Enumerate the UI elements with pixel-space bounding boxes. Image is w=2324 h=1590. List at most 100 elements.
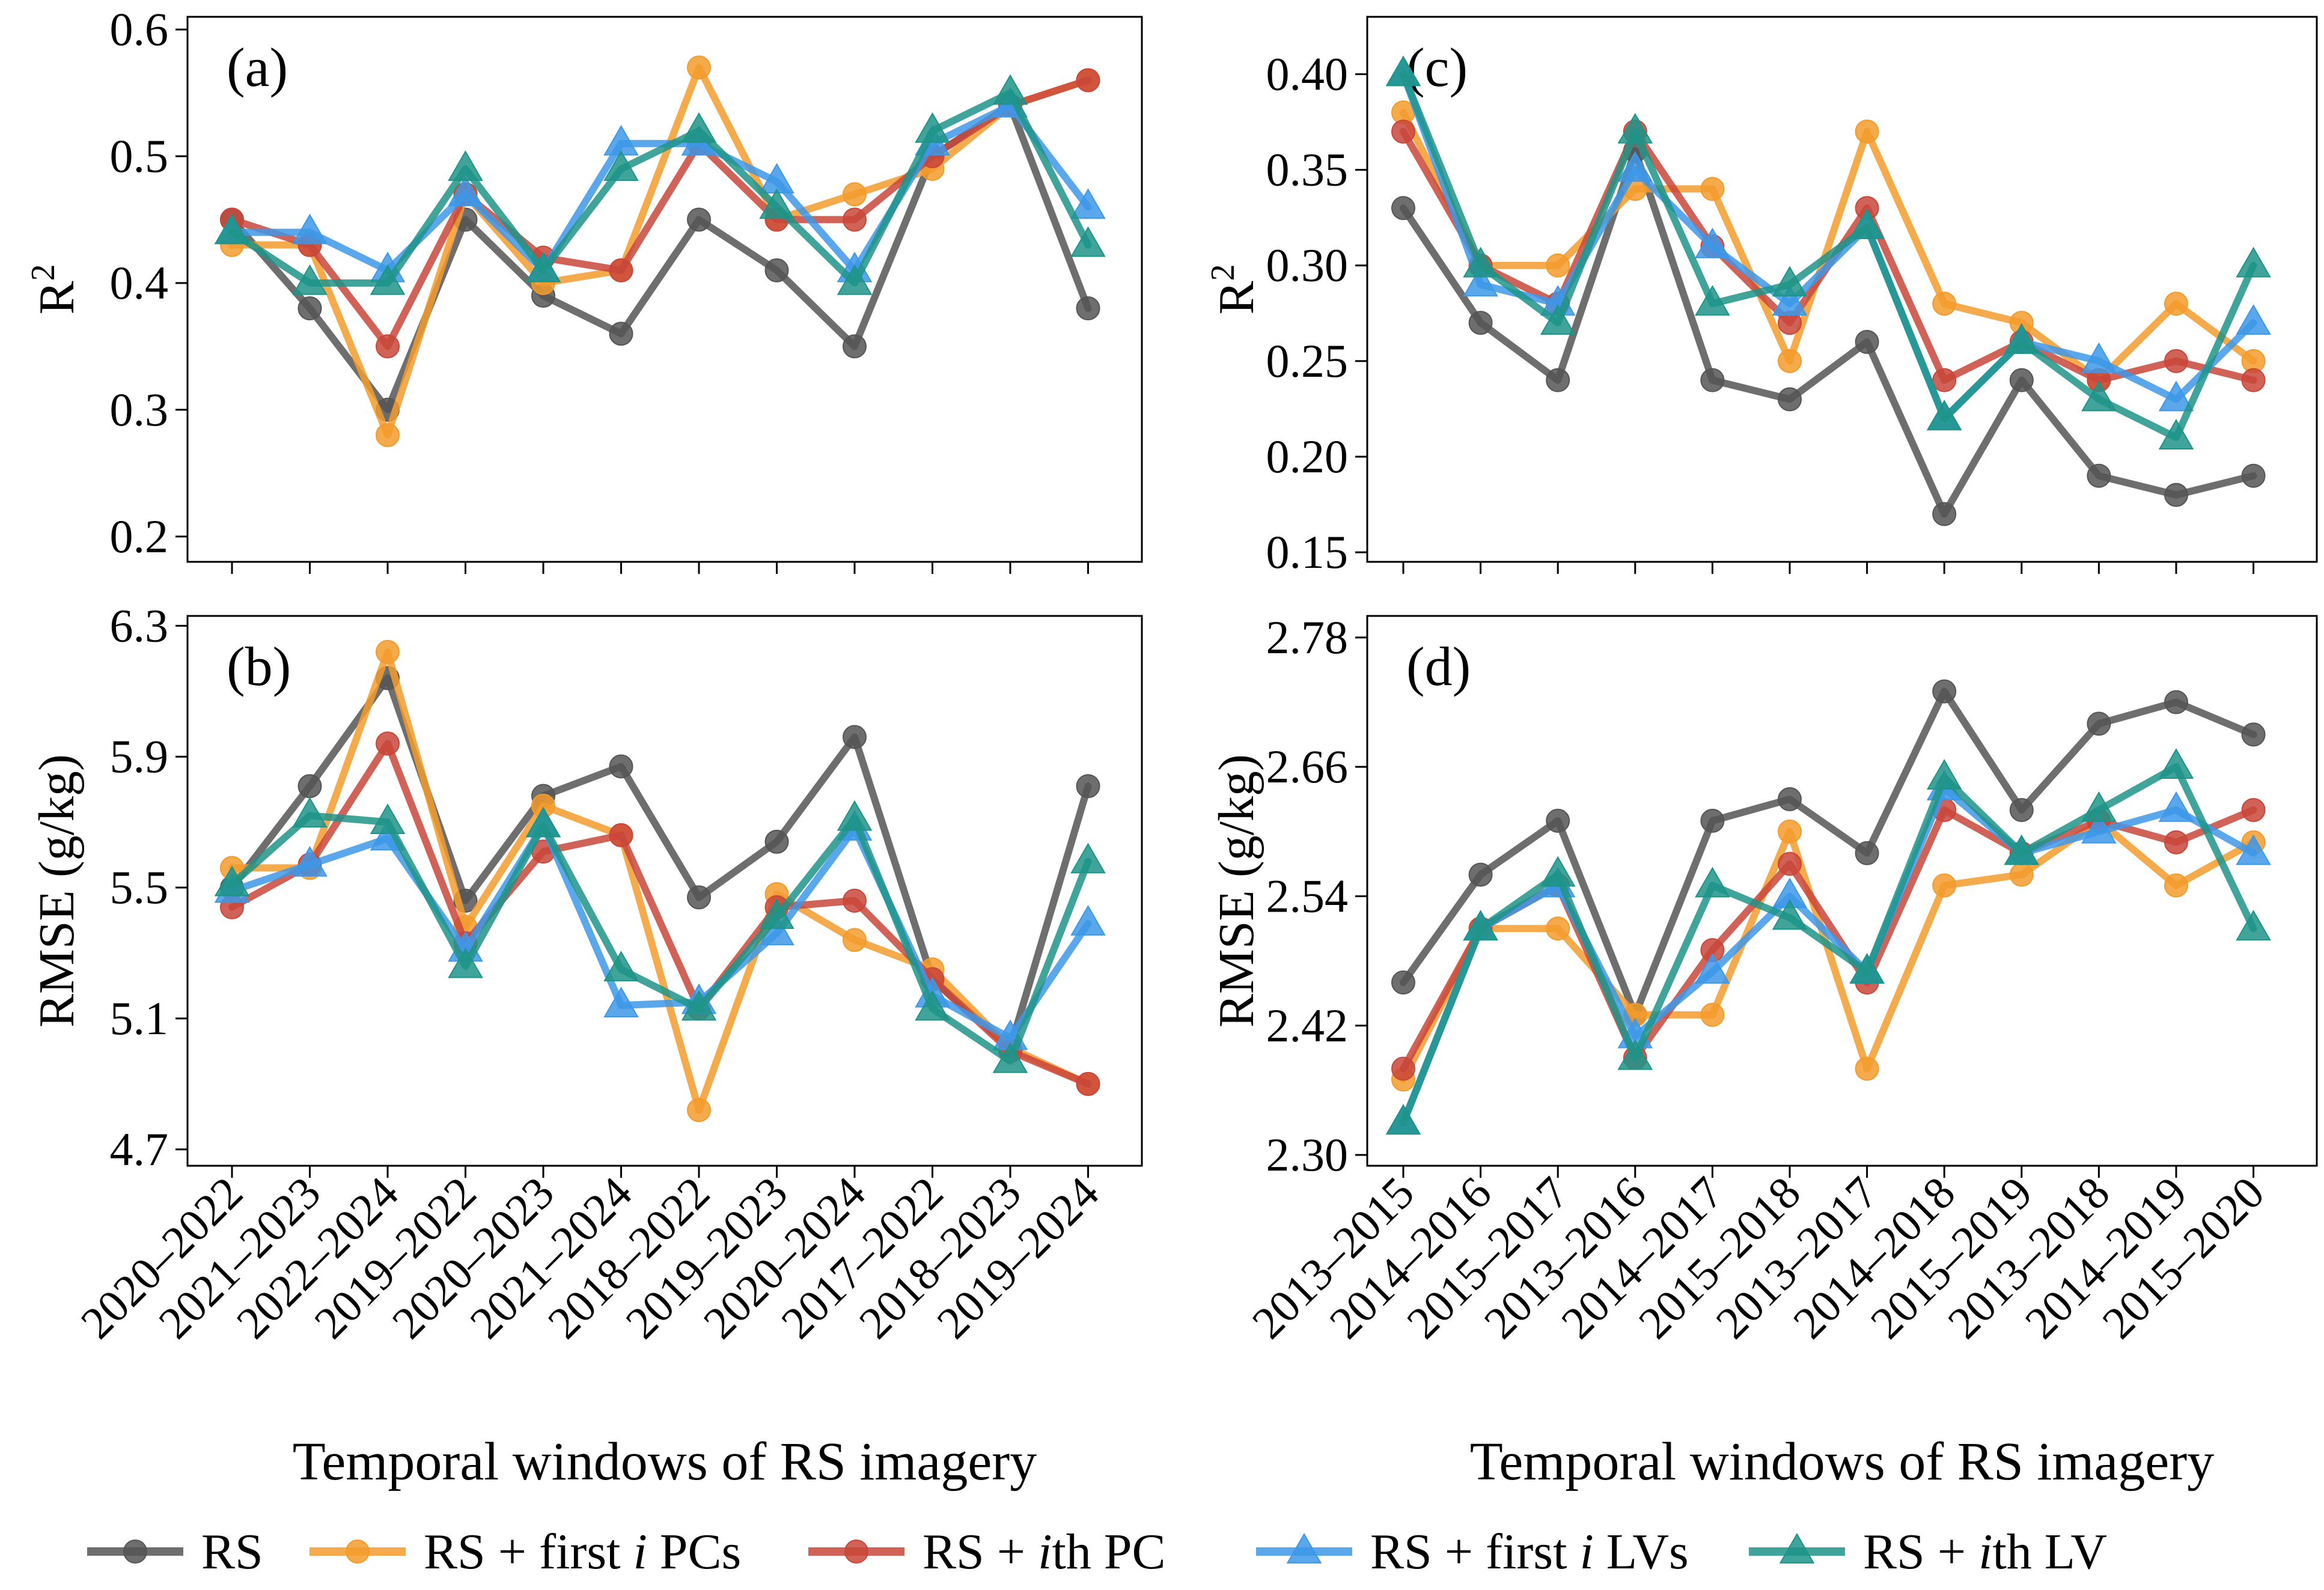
legend-marker (1779, 1532, 1815, 1564)
data-point (1772, 899, 1808, 930)
x-axis-label: Temporal windows of RS imagery (293, 1432, 1037, 1491)
data-point (2236, 834, 2271, 865)
legend-label: RS (201, 1526, 263, 1580)
data-point (2241, 797, 2266, 822)
data-point (2164, 483, 2188, 507)
data-point (2241, 463, 2266, 488)
data-point (1546, 916, 1570, 941)
data-point (681, 112, 717, 143)
data-point (1695, 867, 1730, 898)
data-point (1468, 311, 1493, 335)
data-point (1463, 266, 1498, 297)
data-point (1855, 1056, 1879, 1081)
data-point (1391, 196, 1415, 221)
data-point (915, 112, 950, 143)
data-point (1385, 1104, 1421, 1135)
plot-frame (1366, 16, 2318, 563)
y-axis-label: RMSE (g/kg) (1209, 754, 1264, 1028)
data-point (1076, 68, 1100, 93)
data-point (837, 800, 873, 831)
series-line (1400, 817, 2257, 1083)
panel-d: 2.302.422.542.662.782013–20152014–201620… (1209, 611, 2318, 1491)
data-point (609, 258, 633, 282)
data-point (1076, 296, 1100, 321)
data-point (1932, 873, 1957, 898)
legend-label-part: th LV (1992, 1526, 2107, 1580)
legend-item: RS + first i LVs (1256, 1526, 1689, 1580)
legend-item: RS + ith LV (1749, 1526, 2107, 1580)
y-tick-label: 0.15 (1266, 526, 1349, 578)
data-point (1695, 285, 1730, 316)
y-axis-label-superscript: 2 (1204, 264, 1242, 281)
data-point (2164, 291, 2188, 316)
data-point (376, 334, 400, 359)
data-point (2236, 910, 2271, 941)
data-point (681, 990, 717, 1021)
data-point (603, 951, 639, 982)
data-point (1546, 808, 1570, 833)
data-point (297, 774, 322, 799)
data-point (687, 1098, 711, 1122)
legend-label-italic: i (1579, 1526, 1593, 1580)
series-line (228, 648, 1092, 1114)
series-rs-first-i-pcs (1391, 100, 2266, 392)
series-line (1400, 687, 2257, 1019)
data-point (2164, 873, 2188, 898)
legend-item: RS + ith PC (808, 1526, 1166, 1580)
data-point (1926, 400, 1962, 431)
data-point (1385, 55, 1421, 87)
data-point (843, 888, 867, 913)
panel-c: 0.15 0.20 0.25 0.30 0.35 0.40 R2 (c) (1204, 16, 2318, 578)
data-point (2087, 711, 2111, 736)
data-point (687, 55, 711, 80)
data-point (1778, 851, 1802, 876)
data-point (214, 865, 250, 897)
y-tick-label: 0.6 (110, 3, 169, 55)
data-point (448, 150, 483, 181)
data-point (1546, 253, 1570, 278)
y-tick-label: 0.35 (1266, 144, 1349, 196)
data-point (603, 987, 639, 1017)
y-tick-label: 6.3 (110, 599, 169, 651)
data-point (2081, 380, 2117, 412)
data-point (2236, 304, 2271, 335)
y-tick-label: 0.40 (1266, 47, 1349, 100)
legend-item: RS (87, 1526, 263, 1580)
y-tick-label: 0.25 (1266, 335, 1349, 387)
series-line (228, 102, 1092, 274)
legend-marker (123, 1540, 147, 1564)
data-point (2158, 791, 2194, 822)
y-axis-label: R2 (25, 264, 85, 314)
series-line (228, 64, 1092, 439)
legend-label-part: PCs (647, 1526, 741, 1580)
data-point (297, 296, 322, 321)
data-point (1778, 819, 1802, 844)
data-point (1391, 119, 1415, 144)
data-point (1932, 502, 1957, 526)
series-line (1400, 109, 2257, 384)
data-point (1463, 246, 1498, 278)
data-point (843, 182, 867, 207)
panel-b: 4.75.15.55.96.32020–20222021–20232022–20… (29, 599, 1143, 1491)
legend-marker (346, 1540, 370, 1564)
data-point (1076, 1071, 1100, 1096)
data-point (1540, 304, 1576, 335)
data-point (1695, 953, 1730, 984)
series-rs-first-i-pcs (1391, 808, 2266, 1092)
data-point (1540, 856, 1576, 887)
data-point (1700, 808, 1725, 833)
data-point (2241, 722, 2266, 747)
data-point (1855, 841, 1879, 865)
legend-label: RS + ith PC (923, 1526, 1166, 1580)
data-point (609, 321, 633, 346)
legend-marker (1286, 1532, 1322, 1564)
panel-a: 0.2 0.3 0.4 0.5 0.6 R2 (a) (25, 3, 1143, 574)
data-point (2009, 797, 2034, 822)
y-tick-label: 2.66 (1266, 740, 1349, 793)
legend-label: RS + ith LV (1863, 1526, 2107, 1580)
series-rs-ith-pc (220, 731, 1100, 1096)
data-point (1772, 285, 1808, 316)
plot-frame (1366, 615, 2318, 1167)
data-point (843, 725, 867, 749)
